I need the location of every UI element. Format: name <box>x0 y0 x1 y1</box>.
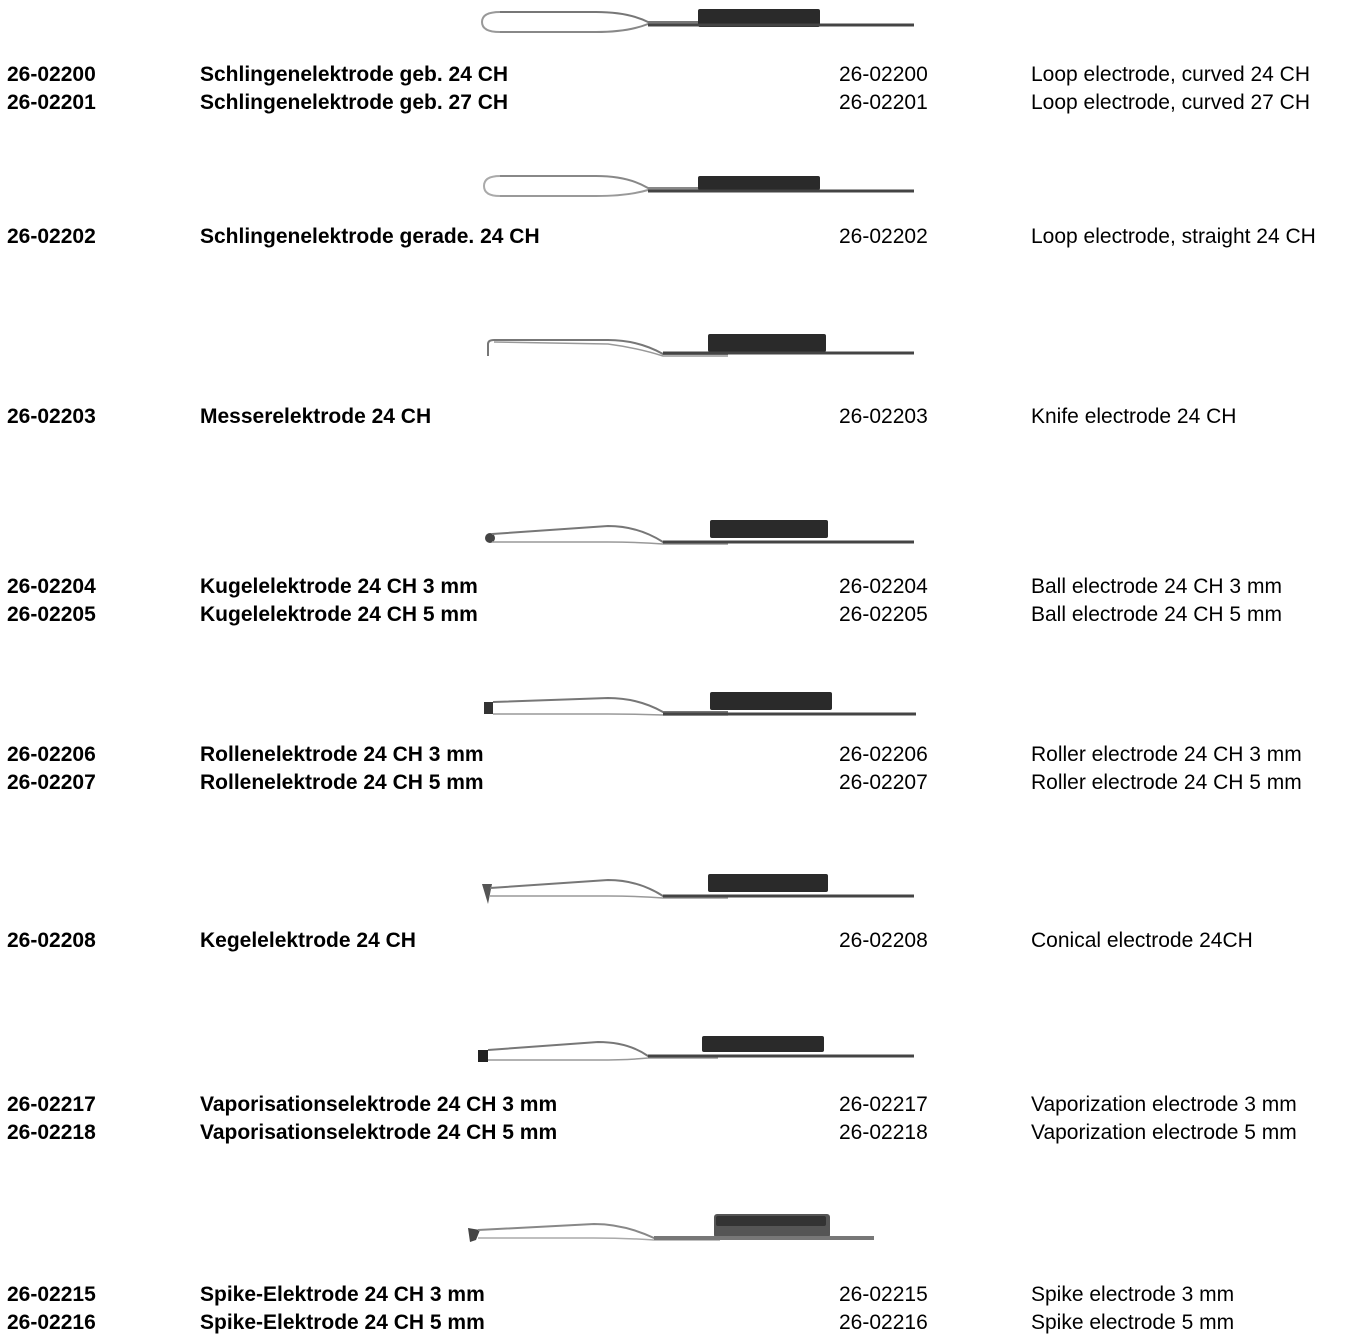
product-code-de: 26-02218 <box>7 1121 96 1144</box>
product-name-de: Rollenelektrode 24 CH 5 mm <box>200 771 484 794</box>
product-name-de: Vaporisationselektrode 24 CH 3 mm <box>200 1093 558 1116</box>
vaporization-electrode-image <box>478 1032 918 1072</box>
product-code-de: 26-02208 <box>7 929 96 952</box>
spike-electrode-image <box>464 1214 884 1254</box>
table-row: 26-02205 Kugelelektrode 24 CH 5 mm 26-02… <box>0 600 1347 630</box>
product-code-en: 26-02206 <box>839 743 928 766</box>
table-row: 26-02204 Kugelelektrode 24 CH 3 mm 26-02… <box>0 572 1347 602</box>
product-name-en: Ball electrode 24 CH 5 mm <box>1031 603 1282 626</box>
product-name-de: Messerelektrode 24 CH <box>200 405 432 428</box>
table-row: 26-02207 Rollenelektrode 24 CH 5 mm 26-0… <box>0 768 1347 798</box>
product-name-en: Loop electrode, curved 24 CH <box>1031 63 1310 86</box>
product-code-en: 26-02205 <box>839 603 928 626</box>
table-row: 26-02201 Schlingenelektrode geb. 27 CH 2… <box>0 88 1347 118</box>
product-name-en: Loop electrode, straight 24 CH <box>1031 225 1316 248</box>
table-row: 26-02202 Schlingenelektrode gerade. 24 C… <box>0 222 1347 252</box>
product-code-en: 26-02201 <box>839 91 928 114</box>
product-name-de: Schlingenelektrode geb. 27 CH <box>200 91 509 114</box>
product-code-de: 26-02207 <box>7 771 96 794</box>
product-name-de: Schlingenelektrode gerade. 24 CH <box>200 225 540 248</box>
loop-electrode-straight-image <box>478 168 918 208</box>
product-code-en: 26-02202 <box>839 225 928 248</box>
product-code-en: 26-02207 <box>839 771 928 794</box>
product-name-en: Conical electrode 24CH <box>1031 929 1253 952</box>
product-code-en: 26-02200 <box>839 63 928 86</box>
product-code-de: 26-02205 <box>7 603 96 626</box>
table-row: 26-02217 Vaporisationselektrode 24 CH 3 … <box>0 1090 1347 1120</box>
product-name-en: Roller electrode 24 CH 3 mm <box>1031 743 1302 766</box>
roller-electrode-image <box>478 688 918 728</box>
product-name-de: Spike-Elektrode 24 CH 5 mm <box>200 1311 485 1334</box>
product-code-en: 26-02217 <box>839 1093 928 1116</box>
product-code-de: 26-02202 <box>7 225 96 248</box>
table-row: 26-02216 Spike-Elektrode 24 CH 5 mm 26-0… <box>0 1308 1347 1338</box>
conical-electrode-image <box>478 870 918 914</box>
product-name-de: Kugelelektrode 24 CH 3 mm <box>200 575 478 598</box>
product-name-en: Vaporization electrode 3 mm <box>1031 1093 1297 1116</box>
product-code-de: 26-02204 <box>7 575 96 598</box>
ball-electrode-image <box>478 514 918 554</box>
product-name-de: Rollenelektrode 24 CH 3 mm <box>200 743 484 766</box>
product-code-en: 26-02215 <box>839 1283 928 1306</box>
product-code-en: 26-02204 <box>839 575 928 598</box>
product-code-de: 26-02217 <box>7 1093 96 1116</box>
product-name-de: Spike-Elektrode 24 CH 3 mm <box>200 1283 485 1306</box>
product-name-en: Roller electrode 24 CH 5 mm <box>1031 771 1302 794</box>
product-code-de: 26-02216 <box>7 1311 96 1334</box>
product-name-en: Vaporization electrode 5 mm <box>1031 1121 1297 1144</box>
product-name-en: Spike electrode 5 mm <box>1031 1311 1235 1334</box>
product-name-en: Spike electrode 3 mm <box>1031 1283 1235 1306</box>
product-code-de: 26-02206 <box>7 743 96 766</box>
table-row: 26-02208 Kegelelektrode 24 CH 26-02208 C… <box>0 926 1347 956</box>
product-code-en: 26-02203 <box>839 405 928 428</box>
product-code-de: 26-02200 <box>7 63 96 86</box>
product-name-de: Schlingenelektrode geb. 24 CH <box>200 63 509 86</box>
loop-electrode-curved-image <box>478 2 918 42</box>
product-name-de: Kegelelektrode 24 CH <box>200 929 416 952</box>
product-name-de: Kugelelektrode 24 CH 5 mm <box>200 603 478 626</box>
table-row: 26-02206 Rollenelektrode 24 CH 3 mm 26-0… <box>0 740 1347 770</box>
product-name-en: Knife electrode 24 CH <box>1031 405 1237 428</box>
product-code-en: 26-02218 <box>839 1121 928 1144</box>
product-name-en: Loop electrode, curved 27 CH <box>1031 91 1310 114</box>
table-row: 26-02218 Vaporisationselektrode 24 CH 5 … <box>0 1118 1347 1148</box>
product-code-de: 26-02201 <box>7 91 96 114</box>
product-code-en: 26-02216 <box>839 1311 928 1334</box>
product-code-en: 26-02208 <box>839 929 928 952</box>
knife-electrode-image <box>478 326 918 366</box>
table-row: 26-02215 Spike-Elektrode 24 CH 3 mm 26-0… <box>0 1280 1347 1310</box>
table-row: 26-02203 Messerelektrode 24 CH 26-02203 … <box>0 402 1347 432</box>
table-row: 26-02200 Schlingenelektrode geb. 24 CH 2… <box>0 60 1347 90</box>
product-name-de: Vaporisationselektrode 24 CH 5 mm <box>200 1121 558 1144</box>
product-code-de: 26-02203 <box>7 405 96 428</box>
product-code-de: 26-02215 <box>7 1283 96 1306</box>
product-name-en: Ball electrode 24 CH 3 mm <box>1031 575 1282 598</box>
